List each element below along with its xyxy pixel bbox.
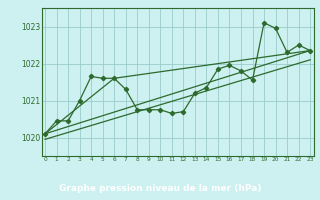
Text: Graphe pression niveau de la mer (hPa): Graphe pression niveau de la mer (hPa) [59, 184, 261, 193]
